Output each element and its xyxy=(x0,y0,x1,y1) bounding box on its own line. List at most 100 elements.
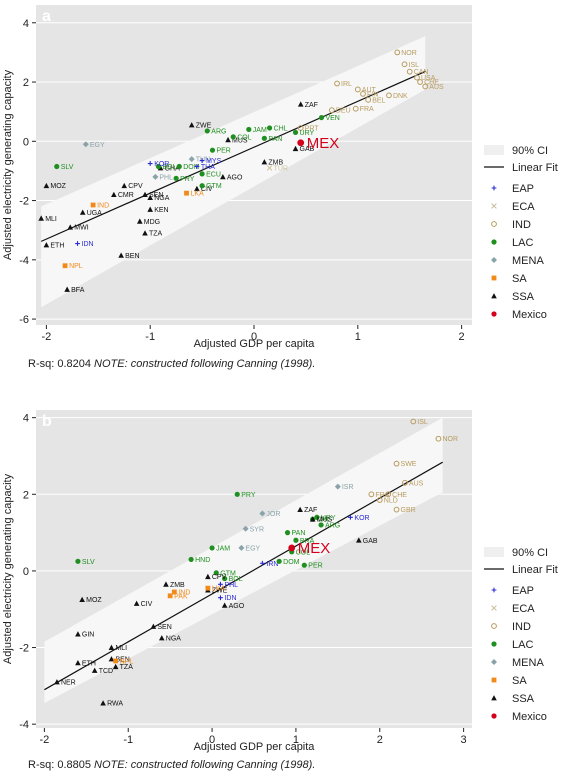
y-tick-label: -6 xyxy=(19,314,29,326)
data-point xyxy=(121,182,128,189)
legend-label: EAP xyxy=(512,183,534,195)
point-label: CAN xyxy=(414,69,429,76)
point-label: PRY xyxy=(241,492,256,499)
data-point xyxy=(142,191,148,198)
point-label: KEN xyxy=(154,207,168,214)
r-squared: R-sq: 0.8204 xyxy=(28,358,94,370)
point-label: ARG xyxy=(211,128,226,135)
point-label: MUS xyxy=(232,137,248,144)
x-tick-label: 2 xyxy=(377,734,383,746)
point-label: ZMB xyxy=(268,160,283,167)
point-label: MUS xyxy=(317,517,333,524)
point-label: MLI xyxy=(115,645,127,652)
point-label: AGO xyxy=(227,174,243,181)
point-label: MDG xyxy=(144,219,160,226)
point-label: JOR xyxy=(266,511,280,518)
data-point xyxy=(43,182,50,189)
data-point xyxy=(167,593,173,599)
legend-marker xyxy=(491,275,497,281)
linear-fit-line xyxy=(40,70,426,242)
point-label: DOM xyxy=(183,164,200,171)
data-point xyxy=(75,659,81,666)
data-point xyxy=(266,125,273,131)
data-point xyxy=(348,514,353,520)
point-label: IND xyxy=(97,203,109,210)
legend-marker xyxy=(491,257,497,263)
legend-marker xyxy=(491,185,497,191)
point-label: AGO xyxy=(229,603,245,610)
point-label: ZMB xyxy=(170,582,185,589)
point-label: IDN xyxy=(82,241,94,248)
data-point xyxy=(259,510,266,517)
linear-fit-line xyxy=(44,461,443,691)
point-label: GTM xyxy=(220,570,236,577)
point-label: KOR xyxy=(354,515,369,522)
point-label: FRA xyxy=(360,106,374,113)
data-point xyxy=(108,644,115,650)
data-point xyxy=(238,544,245,551)
data-point xyxy=(292,129,299,136)
data-point xyxy=(173,175,179,181)
legend: 90% CI Linear Fit EAP ECA IND LAC MENA SA SSA Mex… xyxy=(484,547,558,723)
legend-marker xyxy=(491,239,497,245)
data-point xyxy=(221,602,228,608)
data-point xyxy=(292,145,299,152)
data-point xyxy=(209,147,216,153)
legend-marker xyxy=(491,641,497,647)
legend-marker xyxy=(491,623,497,629)
data-point xyxy=(176,163,182,170)
data-point xyxy=(293,537,299,543)
legend-label: SSA xyxy=(512,693,535,705)
data-point xyxy=(368,491,375,498)
data-point xyxy=(112,663,119,670)
point-label: IND xyxy=(178,589,190,596)
point-label: AUS xyxy=(429,84,444,91)
point-label: IRL xyxy=(341,81,352,88)
point-label: URY xyxy=(300,130,315,137)
point-label: CHL xyxy=(317,517,331,524)
data-point xyxy=(142,230,148,236)
point-label: NGA xyxy=(154,195,170,202)
point-label: PHL xyxy=(224,582,238,589)
point-label: VEN xyxy=(325,115,339,122)
data-point xyxy=(147,206,153,212)
data-point xyxy=(288,544,296,552)
point-label: GTM xyxy=(206,183,222,190)
data-point xyxy=(64,286,70,292)
y-axis-label: Adjusted electricity generating capacity xyxy=(2,69,14,260)
fit-note: R-sq: 0.8805 NOTE: constructed following… xyxy=(28,759,315,771)
point-label: GBR xyxy=(401,507,416,514)
x-tick-label: 1 xyxy=(293,734,299,746)
x-axis-label: Adjusted GDP per capita xyxy=(194,741,316,753)
data-point xyxy=(213,570,219,576)
legend-fit-label: Linear Fit xyxy=(512,162,558,174)
point-label: SYR xyxy=(250,526,264,533)
data-point xyxy=(118,252,124,258)
point-label: NGA xyxy=(166,635,182,642)
point-label: PRT xyxy=(305,125,320,132)
data-point xyxy=(133,600,140,606)
data-point xyxy=(284,530,291,536)
point-label: COL xyxy=(296,549,311,556)
x-tick-label: 1 xyxy=(355,331,361,343)
point-label: ISL xyxy=(417,419,428,426)
point-label: PAN xyxy=(268,136,282,143)
data-point xyxy=(209,545,215,551)
data-point xyxy=(75,558,81,564)
point-label: ZAF xyxy=(305,102,318,109)
point-label: BEL xyxy=(372,97,385,104)
data-point xyxy=(414,74,420,81)
legend-label: LAC xyxy=(512,237,533,249)
data-point xyxy=(111,191,117,198)
point-label: MOZ xyxy=(50,183,66,190)
data-point xyxy=(218,581,223,587)
data-point xyxy=(188,156,195,163)
point-label: LKA xyxy=(191,191,205,198)
data-point xyxy=(261,135,267,141)
point-label: RWA xyxy=(107,701,123,708)
legend-fit-label: Linear Fit xyxy=(512,564,558,576)
data-point xyxy=(218,595,223,601)
data-point xyxy=(334,80,340,87)
